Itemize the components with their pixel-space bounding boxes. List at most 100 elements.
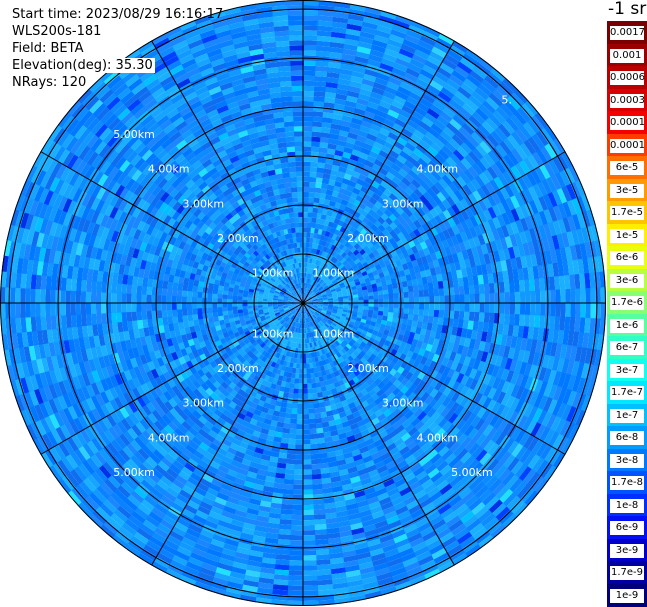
heatmap-cell xyxy=(309,278,313,285)
heatmap-cell xyxy=(307,322,310,328)
heatmap-cell xyxy=(303,136,313,142)
heatmap-cell xyxy=(263,278,270,283)
heatmap-cell xyxy=(327,306,333,310)
heatmap-cell xyxy=(303,156,312,162)
heatmap-cell xyxy=(303,141,313,147)
heatmap-cell xyxy=(303,217,308,223)
heatmap-cell xyxy=(326,327,332,334)
heatmap-cell xyxy=(277,342,283,348)
heatmap-cell xyxy=(283,478,294,485)
heatmap-cell xyxy=(331,312,337,316)
heatmap-cell xyxy=(182,314,189,322)
heatmap-cell xyxy=(101,281,108,293)
heatmap-cell xyxy=(464,294,470,304)
heatmap-cell xyxy=(498,281,505,294)
heatmap-cell xyxy=(291,197,299,203)
heatmap-cell xyxy=(315,265,320,271)
heatmap-cell xyxy=(282,327,287,333)
heatmap-cell xyxy=(307,303,314,305)
heatmap-cell xyxy=(284,339,289,346)
heatmap-cell xyxy=(344,319,351,324)
heatmap-cell xyxy=(295,306,300,311)
heatmap-cell xyxy=(181,289,188,297)
heatmap-cell xyxy=(479,303,485,314)
heatmap-cell xyxy=(295,439,303,445)
heatmap-cell xyxy=(304,307,306,313)
heatmap-cell xyxy=(288,305,294,308)
heatmap-cell xyxy=(303,237,307,243)
heatmap-cell xyxy=(146,294,152,303)
heatmap-cell xyxy=(315,270,320,277)
heatmap-cell xyxy=(312,111,324,118)
heatmap-cell xyxy=(310,308,316,313)
heatmap-cell xyxy=(288,319,292,325)
heatmap-cell xyxy=(260,284,267,289)
heatmap-cell xyxy=(297,247,301,253)
heatmap-cell xyxy=(488,312,495,324)
heatmap-cell xyxy=(290,269,294,275)
heatmap-cell xyxy=(297,252,301,258)
heatmap-cell xyxy=(413,290,420,298)
heatmap-cell xyxy=(308,423,317,430)
heatmap-cell xyxy=(321,310,327,314)
heatmap-cell xyxy=(222,310,229,316)
heatmap-cell xyxy=(307,298,313,301)
heatmap-cell xyxy=(310,279,314,285)
heatmap-cell xyxy=(332,328,339,334)
heatmap-cell xyxy=(314,281,318,287)
heatmap-cell xyxy=(474,303,480,313)
heatmap-cell xyxy=(307,289,310,295)
heatmap-cell xyxy=(288,305,294,307)
heatmap-cell xyxy=(503,281,510,294)
heatmap-cell xyxy=(330,323,336,329)
heatmap-cell xyxy=(306,312,309,318)
heatmap-cell xyxy=(304,328,307,334)
heatmap-cell xyxy=(306,317,309,323)
heatmap-cell xyxy=(263,294,269,298)
heatmap-cell xyxy=(307,342,311,349)
heatmap-cell xyxy=(288,269,293,276)
heatmap-cell xyxy=(314,417,322,424)
heatmap-cell xyxy=(309,176,317,183)
heatmap-cell xyxy=(308,327,311,333)
heatmap-cell xyxy=(281,288,287,292)
heatmap-cell xyxy=(279,318,285,324)
heatmap-cell xyxy=(166,288,173,297)
heatmap-cell xyxy=(207,292,213,299)
heatmap-cell xyxy=(313,313,319,318)
heatmap-cell xyxy=(294,217,300,223)
heatmap-cell xyxy=(279,291,286,295)
heatmap-cell xyxy=(272,332,278,339)
heatmap-cell xyxy=(503,313,510,326)
heatmap-cell xyxy=(335,313,342,318)
heatmap-cell xyxy=(266,326,272,332)
heatmap-cell xyxy=(264,313,270,318)
heatmap-cell xyxy=(308,197,315,203)
heatmap-cell xyxy=(315,340,320,347)
heatmap-cell xyxy=(293,298,299,302)
heatmap-cell xyxy=(126,302,132,313)
heatmap-cell xyxy=(307,300,313,303)
heatmap-cell xyxy=(289,217,295,224)
heatmap-cell xyxy=(284,334,289,340)
heatmap-cell xyxy=(288,330,293,337)
heatmap-cell xyxy=(268,291,275,296)
heatmap-cell xyxy=(311,294,316,298)
heatmap-cell xyxy=(302,489,314,495)
heatmap-cell xyxy=(312,299,318,301)
heatmap-cell xyxy=(293,126,304,132)
heatmap-cell xyxy=(276,323,282,328)
heatmap-cell xyxy=(322,275,327,281)
heatmap-cell xyxy=(438,288,445,297)
heatmap-cell xyxy=(342,323,348,329)
heatmap-cell xyxy=(287,304,294,306)
heatmap-cell xyxy=(186,296,193,303)
heatmap-cell xyxy=(319,338,324,345)
heatmap-cell xyxy=(303,131,313,137)
heatmap-cell xyxy=(257,298,263,301)
heatmap-cell xyxy=(288,428,297,435)
heatmap-cell xyxy=(197,291,203,298)
heatmap-cell xyxy=(304,282,307,289)
heatmap-cell xyxy=(156,309,163,319)
